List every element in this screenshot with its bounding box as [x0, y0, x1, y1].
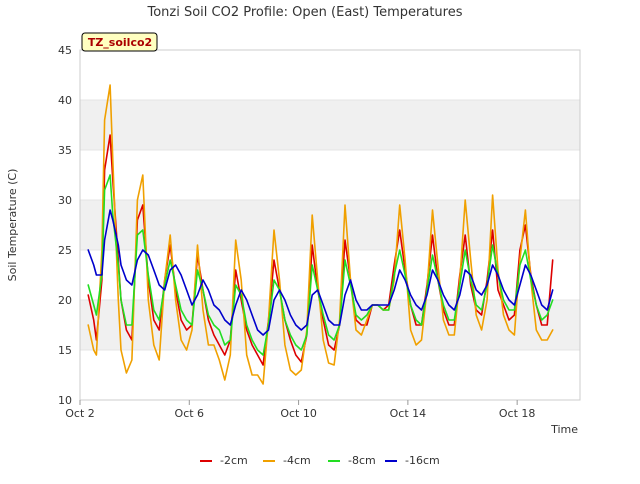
y-tick-label: 40 [58, 94, 72, 107]
chart-legend: -2cm -4cm -8cm -16cm [200, 454, 440, 467]
y-tick-label: 25 [58, 244, 72, 257]
plot-frame [79, 49, 581, 401]
series-line-16cm [87, 209, 554, 336]
y-tick-label: 30 [58, 194, 72, 207]
y-axis-ticks: 10 15 20 25 30 35 40 45 [58, 44, 72, 407]
x-tick-label: Oct 10 [280, 407, 317, 420]
y-tick-label: 20 [58, 294, 72, 307]
plot-background-bands [80, 99, 580, 351]
dataset-tag-label: TZ_soilco2 [88, 36, 152, 49]
grid-band [80, 200, 580, 250]
dataset-tag: TZ_soilco2 [81, 32, 158, 52]
grid-band [80, 100, 580, 150]
x-tick-label: Oct 6 [175, 407, 205, 420]
chart-title: Tonzi Soil CO2 Profile: Open (East) Temp… [146, 5, 462, 20]
x-tick-label: Oct 14 [390, 407, 427, 420]
y-tick-label: 45 [58, 44, 72, 57]
y-axis-label: Soil Temperature (C) [6, 169, 19, 282]
x-tick-label: Oct 18 [499, 407, 536, 420]
legend-label: -8cm [348, 454, 376, 467]
legend-label: -16cm [405, 454, 440, 467]
series-lines [87, 84, 554, 385]
dataset-tag-box [81, 32, 158, 52]
x-tick-label: Oct 2 [65, 407, 95, 420]
legend-label: -4cm [283, 454, 311, 467]
x-axis-ticks: Oct 2 Oct 6 Oct 10 Oct 14 Oct 18 [65, 400, 535, 420]
y-tick-label: 10 [58, 394, 72, 407]
legend-label: -2cm [220, 454, 248, 467]
y-tick-label: 15 [58, 344, 72, 357]
series-line-2cm [87, 134, 554, 366]
x-axis-label: Time [550, 423, 578, 436]
y-tick-label: 35 [58, 144, 72, 157]
series-line-8cm [87, 174, 554, 356]
series-line-4cm [87, 84, 554, 385]
